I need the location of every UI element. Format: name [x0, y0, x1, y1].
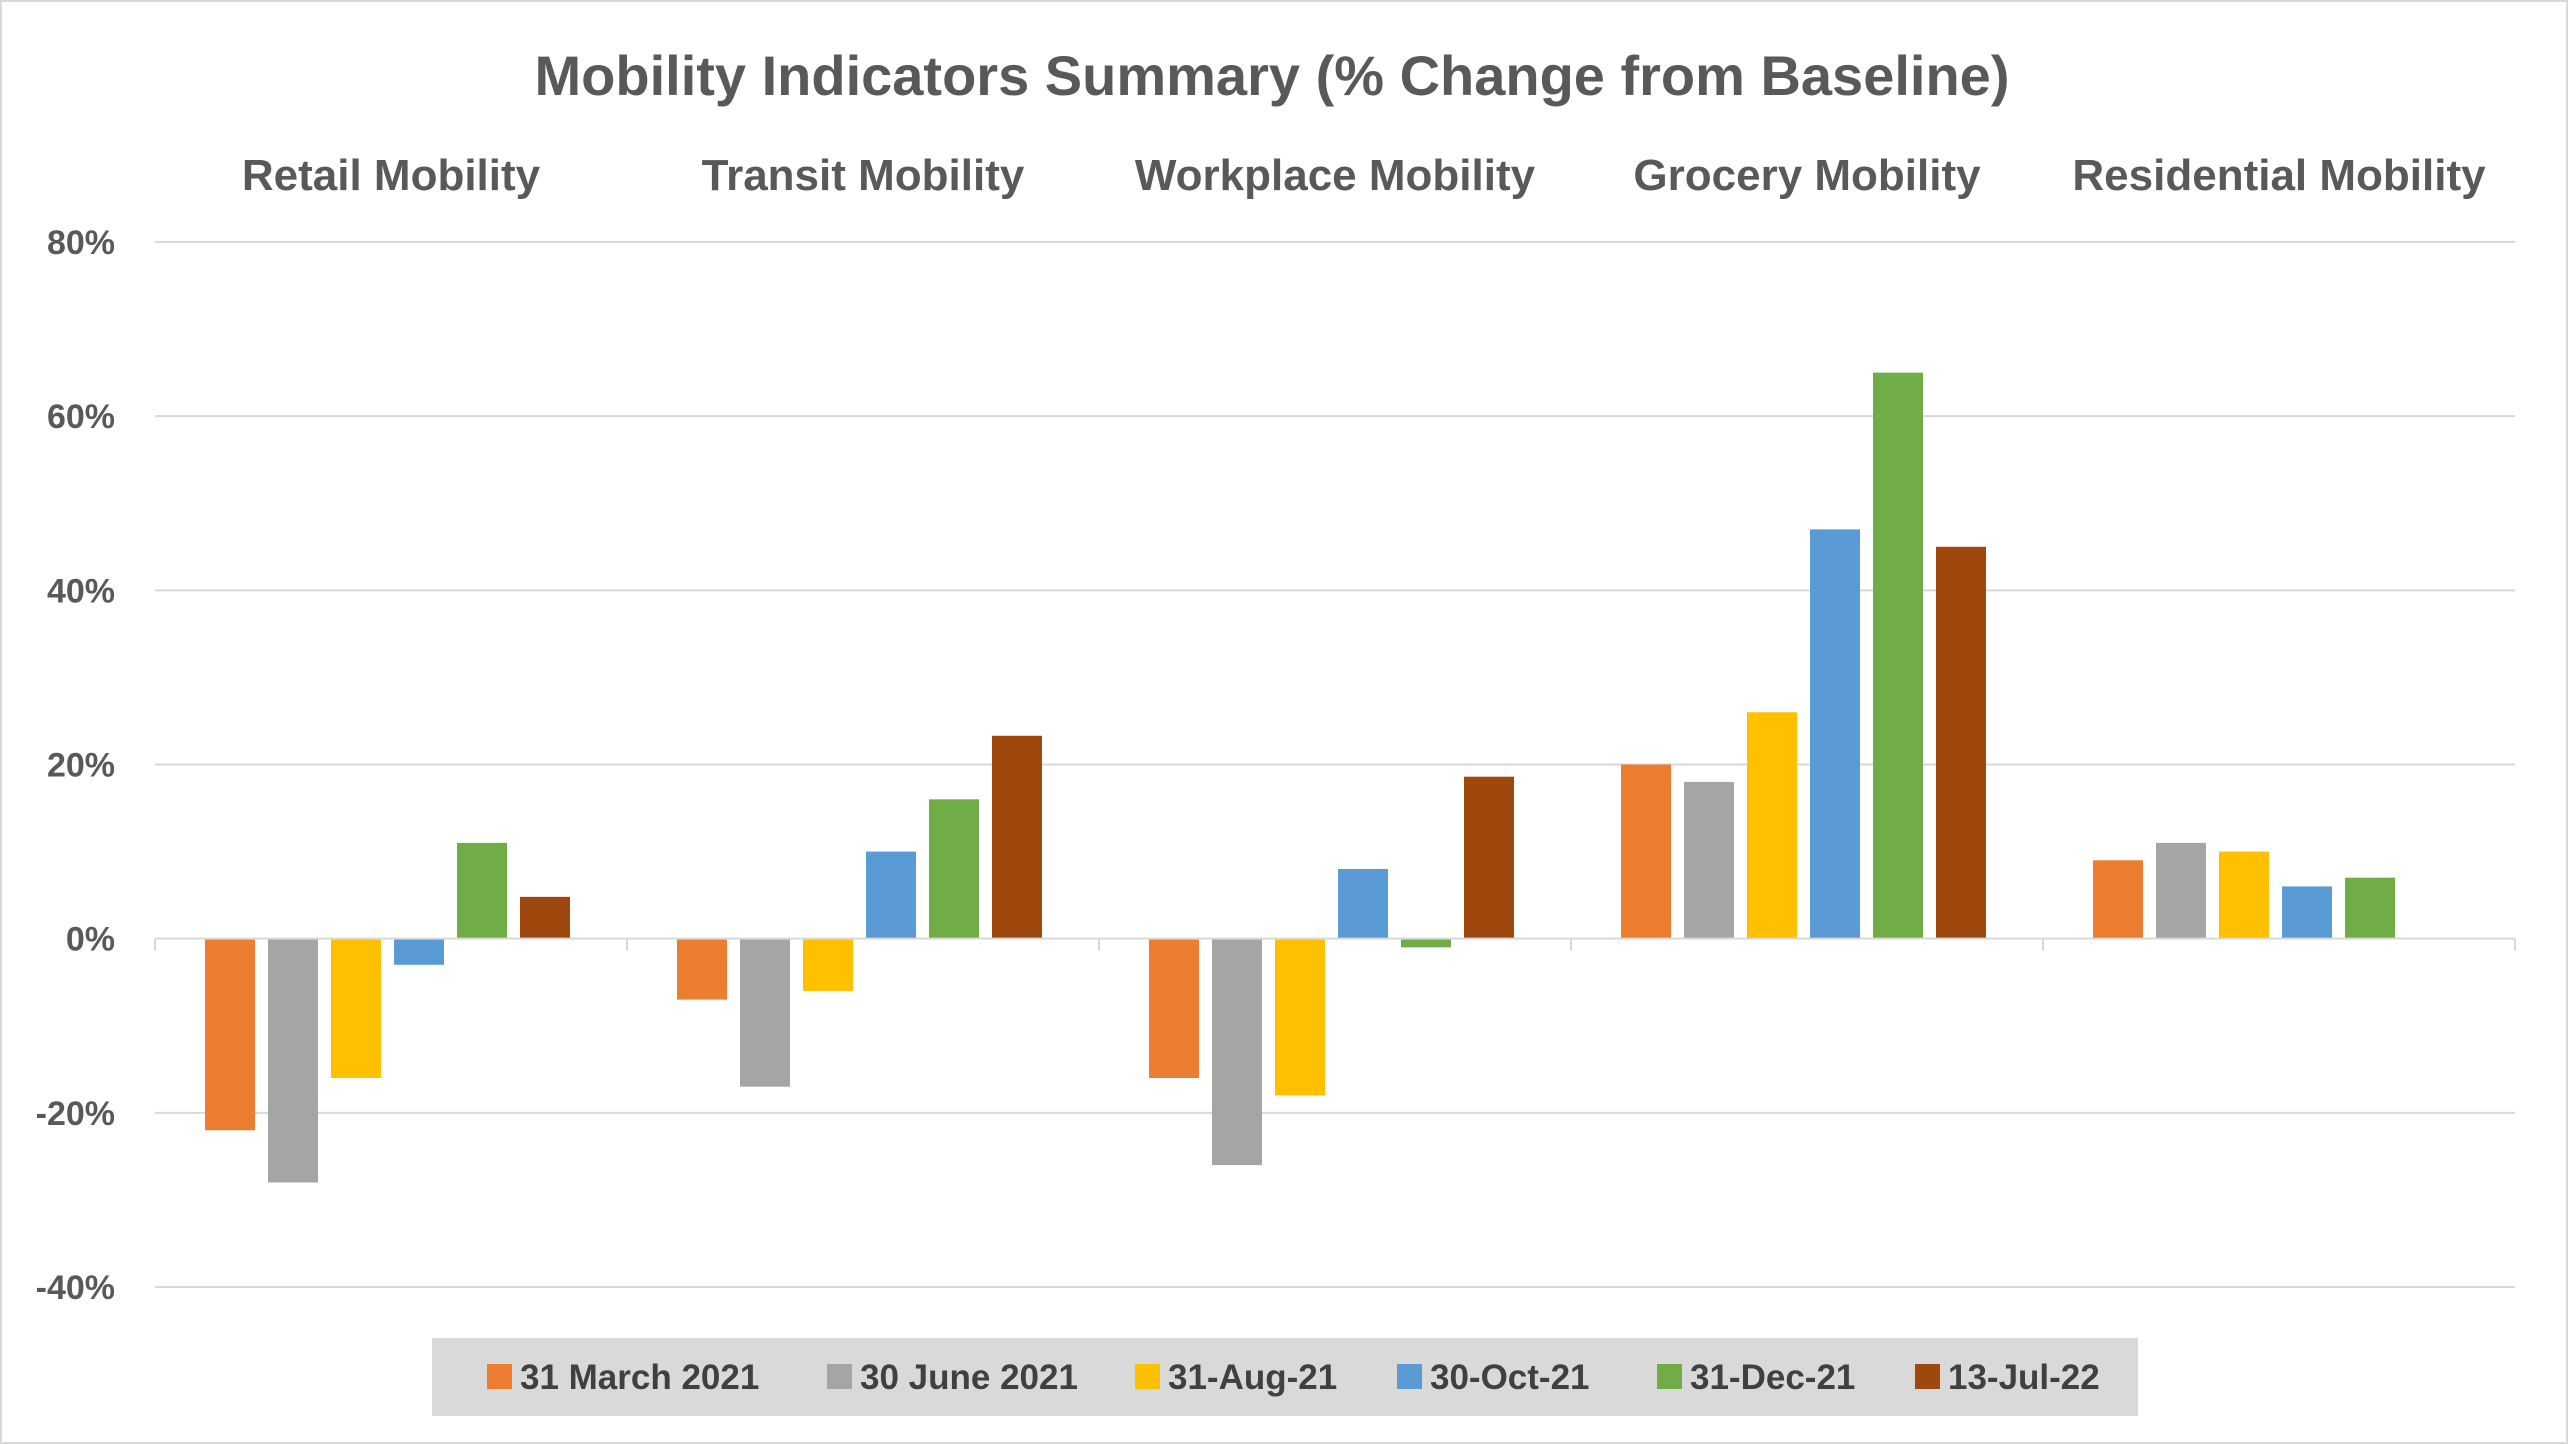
bar: [1401, 938, 1451, 948]
bar: [394, 938, 444, 965]
bar: [1873, 372, 1923, 939]
bar: [1149, 938, 1199, 1078]
bar: [1464, 776, 1514, 939]
bar: [205, 938, 255, 1131]
legend-label: 13-Jul-22: [1948, 1358, 2100, 1397]
y-tick-label: 80%: [47, 224, 115, 262]
legend-swatch: [1915, 1364, 1940, 1389]
bar: [1621, 764, 1671, 939]
bar: [2282, 886, 2332, 939]
legend-swatch: [1397, 1364, 1422, 1389]
legend-swatch: [827, 1364, 852, 1389]
legend-swatch: [1657, 1364, 1682, 1389]
category-label: Grocery Mobility: [1633, 151, 1981, 200]
bar: [457, 842, 507, 939]
bar: [929, 799, 979, 939]
gridlines: [155, 241, 2515, 1288]
category-label: Retail Mobility: [242, 151, 541, 200]
legend-label: 30 June 2021: [860, 1358, 1078, 1397]
y-tick-label: 40%: [47, 572, 115, 610]
bar: [1684, 781, 1734, 939]
y-tick-labels: 80% 60% 40% 20% 0% -20% -40%: [36, 224, 115, 1307]
bar: [1747, 712, 1797, 939]
legend-label: 31 March 2021: [520, 1358, 759, 1397]
bar: [1275, 938, 1325, 1096]
bar: [2156, 842, 2206, 939]
legend: 31 March 2021 30 June 2021 31-Aug-21 30-Oct…: [432, 1338, 2138, 1416]
legend-label: 31-Aug-21: [1168, 1358, 1337, 1397]
bar: [1810, 529, 1860, 939]
bar: [2219, 851, 2269, 939]
axis: [154, 937, 2516, 951]
bar: [520, 896, 570, 939]
category-labels: Retail Mobility Transit Mobility Workplace…: [242, 151, 2486, 200]
bar: [866, 851, 916, 939]
category-label: Transit Mobility: [702, 151, 1025, 200]
bar: [992, 735, 1042, 939]
category-label: Workplace Mobility: [1135, 151, 1536, 200]
bar: [677, 938, 727, 1000]
bar: [1338, 869, 1388, 939]
bar: [2345, 877, 2395, 939]
bar: [2093, 860, 2143, 939]
bar: [803, 938, 853, 991]
bar: [740, 938, 790, 1087]
y-tick-label: -40%: [36, 1269, 115, 1307]
chart-title: Mobility Indicators Summary (% Change fr…: [535, 44, 2010, 107]
y-tick-label: 0%: [66, 921, 115, 959]
legend-swatch: [487, 1364, 512, 1389]
bars: [205, 372, 2395, 1183]
legend-background: [432, 1338, 2138, 1416]
y-tick-label: -20%: [36, 1095, 115, 1133]
category-label: Residential Mobility: [2072, 151, 2486, 200]
bar: [331, 938, 381, 1078]
bar: [1212, 938, 1262, 1166]
legend-label: 31-Dec-21: [1690, 1358, 1855, 1397]
y-tick-label: 20%: [47, 747, 115, 785]
legend-swatch: [1135, 1364, 1160, 1389]
bar: [1936, 546, 1986, 939]
bar: [268, 938, 318, 1183]
y-tick-label: 60%: [47, 398, 115, 436]
legend-label: 30-Oct-21: [1430, 1358, 1590, 1397]
